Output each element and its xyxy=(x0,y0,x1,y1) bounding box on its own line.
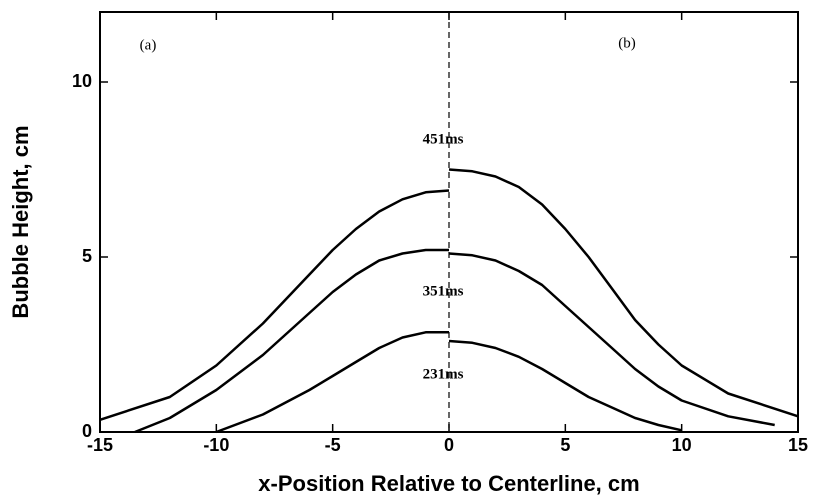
x-tick-label: -5 xyxy=(325,435,341,455)
curve xyxy=(215,331,449,434)
x-tick-label: 5 xyxy=(560,435,570,455)
x-tick-label: 0 xyxy=(444,435,454,455)
x-tick-label: 10 xyxy=(672,435,692,455)
curve xyxy=(99,189,450,421)
y-tick-label: 0 xyxy=(82,421,92,441)
y-tick-label: 10 xyxy=(72,71,92,91)
curve xyxy=(448,168,799,418)
curve xyxy=(134,248,449,434)
curve xyxy=(448,339,682,432)
y-axis-label: Bubble Height, cm xyxy=(8,125,33,318)
x-axis-label: x-Position Relative to Centerline, cm xyxy=(258,471,639,496)
annotation: 351ms xyxy=(423,283,464,299)
annotation: 231ms xyxy=(423,366,464,382)
x-tick-label: -10 xyxy=(203,435,229,455)
annotation: (a) xyxy=(140,37,157,53)
x-tick-label: 15 xyxy=(788,435,808,455)
annotation: (b) xyxy=(618,35,636,51)
y-tick-label: 5 xyxy=(82,246,92,266)
curve xyxy=(448,252,775,427)
x-tick-label: -15 xyxy=(87,435,113,455)
annotation: 451ms xyxy=(423,131,464,147)
